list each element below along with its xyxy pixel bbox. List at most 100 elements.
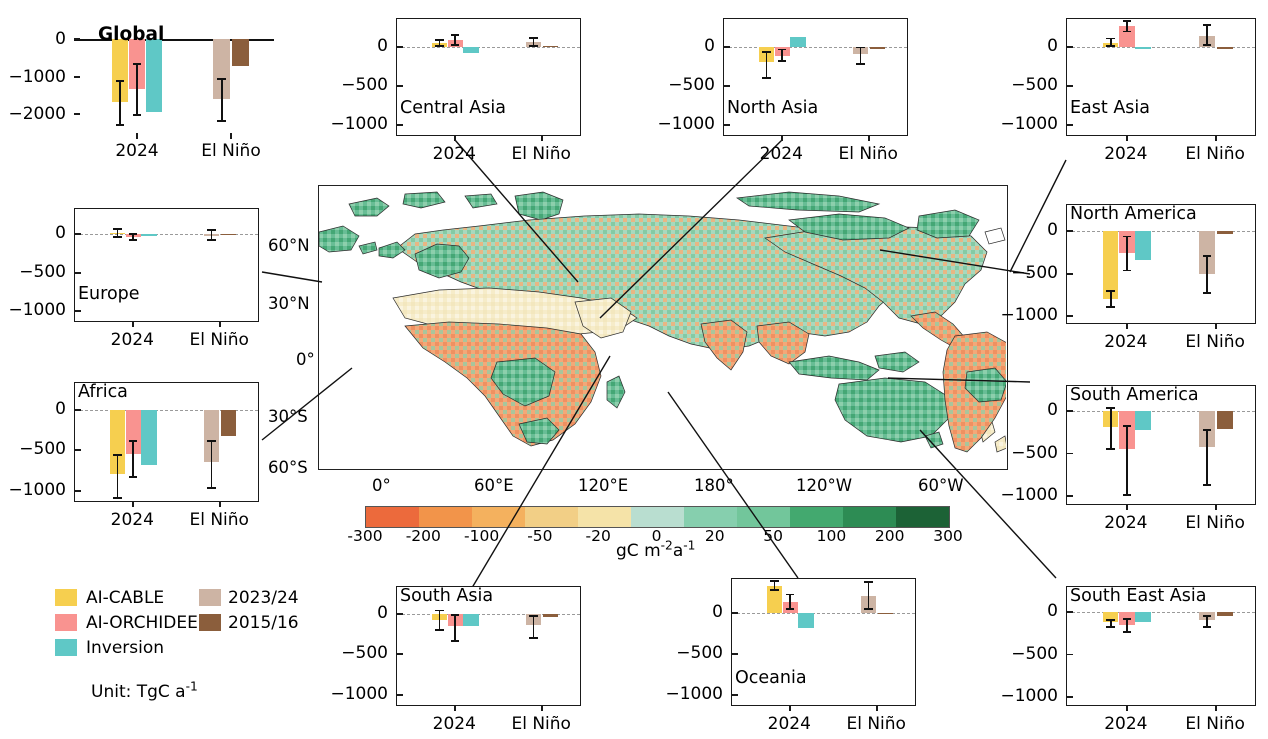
panel-title: Africa <box>78 382 128 402</box>
errorbar-cap-lower <box>451 43 460 46</box>
errorbar-cap-lower <box>115 123 125 126</box>
bar-inversion <box>798 613 814 628</box>
xtick-label-2024: 2024 <box>432 144 476 164</box>
map-ytick-30S: 30°S <box>268 407 308 426</box>
bar-2023-24 <box>1199 231 1216 274</box>
panel-frame <box>1066 18 1256 141</box>
panel-frame <box>731 578 916 711</box>
errorbar-cap-lower <box>129 238 138 241</box>
ytick-label-0: 0 <box>1047 220 1058 241</box>
map-xtick-0: 0° <box>372 476 391 495</box>
errorbar-cap-upper <box>1203 614 1212 617</box>
errorbar-line <box>1125 425 1128 495</box>
errorbar-cap-lower <box>1122 269 1132 272</box>
errorbar-cap-upper <box>1122 235 1132 238</box>
colorbar-segment-10 <box>896 507 949 527</box>
xtick-label-2024: 2024 <box>110 510 154 530</box>
errorbar-line <box>454 34 457 45</box>
panel-title: South East Asia <box>1070 586 1207 606</box>
errorbar-cap-upper <box>207 228 216 231</box>
errorbar-cap-upper <box>856 46 865 49</box>
ytick-mark <box>75 233 81 236</box>
xtick-label-2024: 2024 <box>1104 714 1148 734</box>
ytick-label--1000: −1000 <box>8 300 66 321</box>
panel-south-east-asia: 0 −500 −1000 2024 El Niño South East Asia <box>1000 586 1256 733</box>
errorbar-line <box>132 234 135 240</box>
errorbar-cap-upper <box>1203 428 1212 431</box>
xtick-mark <box>541 705 544 711</box>
bar-ai-orchidee <box>125 409 141 454</box>
xtick-label-El Niño: El Niño <box>1185 714 1245 734</box>
xtick-mark <box>789 705 792 711</box>
errorbar-line <box>867 582 870 610</box>
ytick-label-0: 0 <box>1047 601 1058 622</box>
colorbar-segment-3 <box>525 507 578 527</box>
errorbar-line <box>210 441 213 488</box>
xtick-mark <box>1215 135 1217 141</box>
unit-label: Unit: TgC a-1 <box>91 680 198 702</box>
unit-text: Unit: TgC a <box>91 682 186 702</box>
colorbar-tick-200: 200 <box>874 527 905 545</box>
bar-2015-16 <box>1217 411 1233 430</box>
bar-2015-16 <box>1217 47 1233 50</box>
errorbar-cap-lower <box>1106 448 1115 451</box>
colorbar-segment-9 <box>843 507 896 527</box>
panel-north-asia: 0 −500 −1000 2024 El Niño North Asia <box>657 18 908 163</box>
ytick-label--500: −500 <box>1011 442 1058 463</box>
ytick-mark <box>75 310 81 313</box>
errorbar-cap-lower <box>864 608 873 611</box>
panel-oceania: 0 −500 −1000 2024 El Niño Oceania <box>665 578 916 733</box>
ytick-mark <box>724 124 730 127</box>
map-ytick-60S: 60°S <box>268 458 308 477</box>
cb-unit-sup1: -2 <box>660 538 673 553</box>
ytick-mark <box>1067 85 1073 87</box>
errorbar-line <box>1206 429 1209 485</box>
errorbar-line <box>136 64 138 115</box>
errorbar-cap-lower <box>1106 625 1115 628</box>
errorbar-line <box>1125 21 1128 32</box>
ytick-mark <box>1067 46 1073 48</box>
ytick-label-0: 0 <box>377 602 388 623</box>
xtick-label-2024: 2024 <box>767 714 811 734</box>
zero-line <box>1067 411 1255 413</box>
ytick-mark <box>1067 494 1073 497</box>
errorbar-line <box>1109 619 1112 627</box>
ytick-label--1000: −1000 <box>1000 114 1058 135</box>
map-xtick-180: 180° <box>694 476 734 495</box>
errorbar-cap-lower <box>435 45 444 48</box>
panel-central-asia: 0 −500 −1000 2024 El Niño Central Asia <box>330 18 581 163</box>
panel-title: South America <box>1070 385 1199 405</box>
ytick-mark <box>397 653 403 656</box>
ytick-label--1000: −1000 <box>330 683 388 704</box>
colorbar-segment-5 <box>631 507 684 527</box>
xtick-label-El Niño: El Niño <box>1185 332 1245 352</box>
ytick-mark <box>1067 653 1073 656</box>
bar-ai-cable <box>111 39 129 102</box>
map-xtick-120E: 120°E <box>578 476 629 495</box>
bar-2023-24 <box>213 39 230 99</box>
errorbar-line <box>116 229 119 237</box>
cb-unit-sup2: -1 <box>683 538 696 553</box>
errorbar-cap-upper <box>1106 37 1115 40</box>
ytick-mark <box>397 46 403 48</box>
ytick-mark <box>1067 124 1073 127</box>
xtick-label-El Niño: El Niño <box>201 141 261 161</box>
panel-title: East Asia <box>1070 98 1150 118</box>
errorbar-cap-lower <box>856 63 865 66</box>
legend-swatch-ai-orchidee <box>55 614 77 631</box>
errorbar-cap-upper <box>217 78 226 81</box>
ytick-mark <box>1067 452 1073 455</box>
ytick-mark <box>1067 315 1073 318</box>
map-ytick-30N: 30°N <box>268 294 310 313</box>
bar-inversion <box>1135 612 1151 622</box>
connector-europe <box>261 271 323 283</box>
ytick-mark <box>74 38 80 41</box>
bar-inversion <box>1135 47 1151 49</box>
panel-title: Central Asia <box>400 98 506 118</box>
panel-east-asia: 0 −500 −1000 2024 El Niño East Asia <box>1000 18 1256 163</box>
panel-frame <box>396 586 581 711</box>
ytick-label--500: −500 <box>1011 75 1058 96</box>
legend-swatch-2015-16 <box>199 614 221 631</box>
xtick-label-2024: 2024 <box>432 714 476 734</box>
ytick-mark <box>1067 695 1073 698</box>
